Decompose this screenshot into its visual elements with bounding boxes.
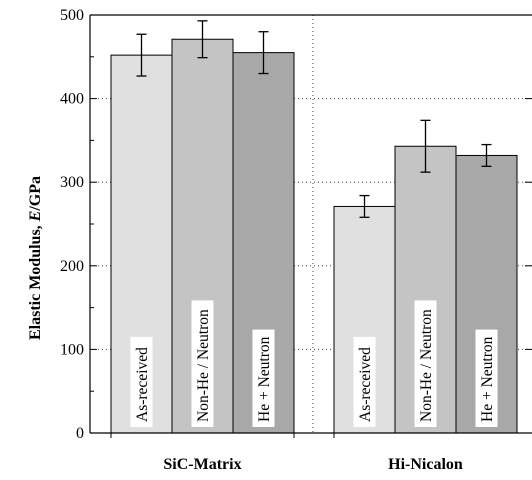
bar-label-background [353, 336, 376, 427]
y-axis-label: Elastic Modulus, E/GPa [27, 176, 44, 340]
bar-label: He + Neutron [479, 336, 496, 422]
y-tick-label: 200 [60, 258, 84, 275]
bar-label-background [414, 300, 437, 427]
group-label: Hi-Nicalon [388, 456, 463, 473]
bar-label-background [252, 329, 275, 427]
y-tick-label: 300 [60, 174, 84, 191]
bar-label: Non-He / Neutron [418, 309, 435, 422]
bar-label: As-received [357, 347, 374, 422]
y-tick-label: 0 [76, 425, 84, 442]
y-axis-label-unit: /GPa [27, 176, 44, 212]
bars: As-received Non-He / Neutron He + Neutron A… [110, 20, 518, 434]
bar-label-background [130, 336, 153, 427]
bar-label: As-received [134, 347, 151, 422]
bar-label-background [475, 329, 498, 427]
y-tick-label: 500 [60, 7, 84, 24]
bar-label: Non-He / Neutron [195, 309, 212, 422]
labels: SiC-Matrix Hi-Nicalon 0 100 200 300 400 500 [60, 7, 463, 473]
bar-label-background [191, 300, 214, 427]
y-tick-label: 100 [60, 341, 84, 358]
y-axis-label-prefix: Elastic Modulus, [27, 221, 44, 340]
axes [89, 14, 532, 438]
bar-label: He + Neutron [256, 336, 273, 422]
group-label: SiC-Matrix [163, 456, 241, 473]
y-axis-label-variable: E [27, 211, 44, 223]
y-tick-label: 400 [60, 91, 84, 108]
